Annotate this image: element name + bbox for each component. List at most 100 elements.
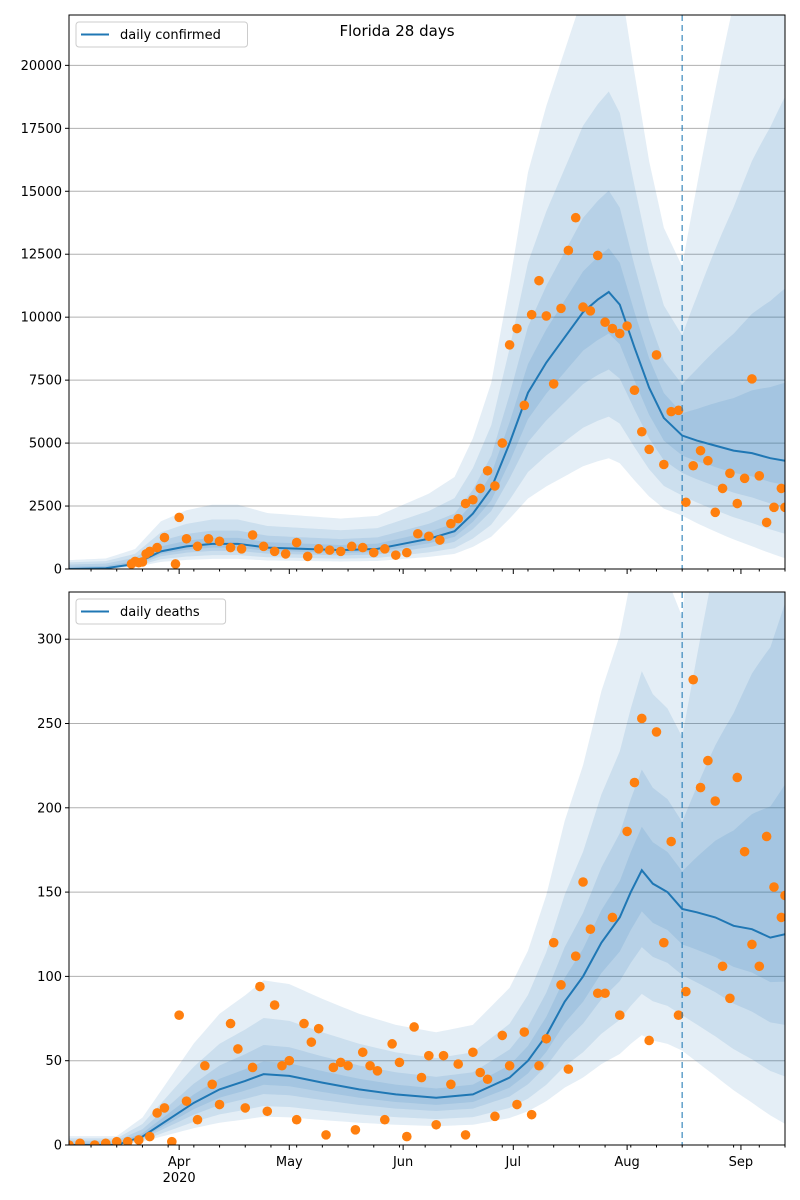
observed-point [725,993,735,1004]
observed-point [475,483,486,494]
observed-point [144,1131,155,1142]
observed-point [681,986,691,997]
observed-point [629,777,640,788]
observed-point [607,912,618,923]
observed-point [585,924,596,934]
observed-point [659,937,669,948]
observed-point [291,537,302,548]
observed-point [379,544,390,554]
observed-point [379,1114,390,1125]
uncertainty-band [69,91,785,569]
plot-area [69,592,785,1145]
observed-point [769,882,779,892]
legend: daily deaths [75,598,227,625]
observed-point [710,796,721,806]
x-tick-label: Apr [168,1155,191,1170]
observed-point [416,1072,427,1083]
mean-line [69,290,785,569]
y-tick-label: 300 [37,633,62,648]
y-tick-label: 150 [37,886,62,901]
observed-point [747,939,757,950]
legend-box [75,598,227,625]
observed-point [504,340,515,350]
observed-point [247,530,258,540]
y-tick-label: 7500 [29,374,62,389]
observed-point [306,1037,317,1047]
figure-title: Florida 28 days [339,22,454,40]
observed-point [302,551,313,562]
observed-point [144,546,155,557]
observed-point [225,542,236,553]
observed-point [637,426,647,437]
uncertainty-band [69,248,785,569]
observed-point [578,877,588,887]
observed-point [534,275,544,286]
observed-point [321,1130,331,1140]
plot-area [69,15,785,569]
observed-point [409,1022,419,1032]
observed-point [346,541,357,552]
observed-point [703,755,713,766]
y-tick-label: 17500 [21,122,62,137]
y-tick-label: 15000 [21,185,62,200]
uncertainty-band [69,592,785,1145]
observed-point [497,438,508,448]
observed-point [688,460,699,471]
observed-point [761,517,772,528]
observed-point [526,309,537,320]
observed-point [69,1140,74,1145]
observed-point [277,1060,287,1071]
observed-point [563,245,574,256]
observed-point [468,494,478,505]
uncertainty-band [69,190,785,569]
observed-point [152,1108,162,1118]
observed-point [592,250,603,261]
observed-point [519,400,530,411]
observed-point [695,782,706,793]
y-tick-label: 50 [45,1054,62,1069]
observed-point [174,1010,184,1020]
y-tick-label: 10000 [21,311,62,326]
observed-point [614,1010,625,1020]
observed-point [203,533,214,544]
observed-point [637,713,647,724]
observed-point [236,544,247,554]
uncertainty-band [69,603,785,1145]
observed-point [299,1018,309,1029]
observed-point [247,1062,258,1073]
daily-confirmed-panel: 0 2500 5000 7500 10000 12500 15000 17500 20000 da… [21,14,786,578]
observed-point [776,912,785,923]
observed-point [424,531,434,542]
observed-point [673,405,684,416]
observed-point [75,1138,85,1145]
observed-point [174,512,184,523]
observed-point [659,459,669,470]
observed-point [335,1057,346,1068]
legend: daily confirmed [75,21,248,48]
mean-line [69,868,785,1145]
observed-point [357,1047,368,1058]
observed-point [519,1027,530,1037]
observed-point [614,328,625,339]
observed-point [725,468,735,479]
observed-point [100,1138,111,1145]
observed-point [424,1050,434,1061]
observed-point [438,1050,449,1061]
observed-point [651,350,662,360]
observed-point [622,321,632,331]
observed-point [446,1079,456,1090]
observed-point [607,323,618,334]
x-tick-label: Sep [729,1155,754,1170]
observed-point [214,536,225,547]
observed-point [747,374,757,384]
observed-point [159,532,170,543]
observed-point [570,951,581,961]
observed-point [578,302,588,312]
observed-point [122,1136,133,1145]
observed-point [350,1125,361,1135]
observed-point [167,1136,177,1145]
observed-point [207,1079,217,1090]
observed-point [497,1030,508,1041]
observed-point [688,674,699,685]
y-tick-label: 5000 [29,437,62,452]
